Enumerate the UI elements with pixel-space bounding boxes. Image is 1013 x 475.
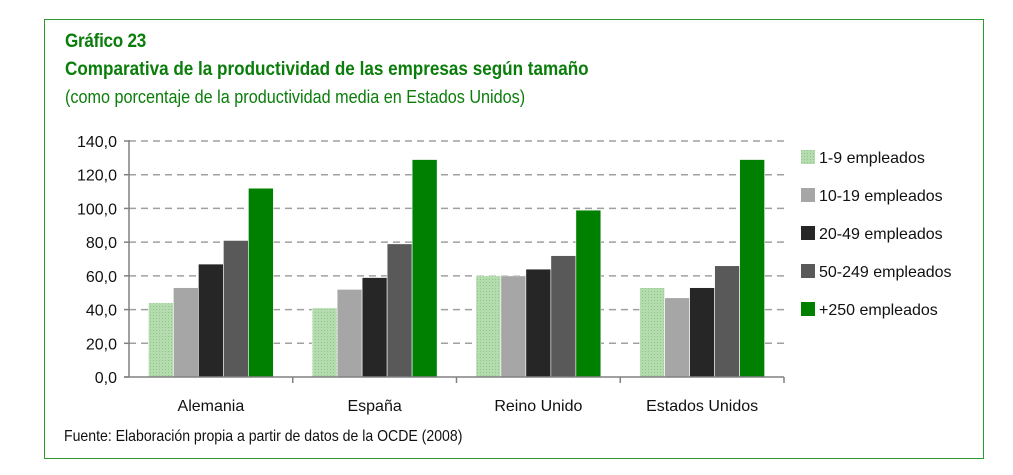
bar	[198, 263, 224, 378]
y-tick-label: 100,0	[77, 201, 117, 218]
y-tick-label: 80,0	[86, 235, 117, 252]
bar	[311, 307, 338, 378]
x-axis-categories: Alemania España Reino Unido Estados Unidos	[178, 398, 759, 415]
source-note: Fuente: Elaboración propia a partir de d…	[64, 428, 463, 445]
legend-label: 1-9 empleados	[819, 150, 925, 167]
y-tick-label: 40,0	[86, 303, 117, 320]
bar	[714, 265, 740, 378]
bar	[575, 209, 602, 378]
figure-frame	[44, 19, 984, 459]
legend: 1-9 empleados 10-19 empleados 20-49 emplea…	[801, 150, 952, 319]
bar	[550, 255, 577, 378]
legend-label: 10-19 empleados	[819, 188, 943, 205]
y-tick-label: 60,0	[86, 269, 117, 286]
figure-number: Gráfico 23	[65, 31, 146, 52]
bar	[173, 287, 199, 378]
bar	[664, 297, 690, 378]
bar	[336, 289, 363, 378]
legend-label: 20-49 empleados	[819, 226, 943, 243]
bar	[248, 187, 274, 378]
bar	[639, 287, 665, 378]
y-tick-label: 20,0	[86, 336, 117, 353]
x-category-label: Alemania	[178, 398, 245, 415]
chart-title: Comparativa de la productividad de las e…	[65, 59, 589, 80]
bar	[739, 159, 765, 378]
bar	[361, 277, 388, 378]
bars	[148, 159, 765, 378]
y-tick-label: 0,0	[95, 370, 117, 387]
bar	[386, 243, 413, 378]
legend-swatch	[801, 264, 815, 278]
y-tick-label: 140,0	[77, 134, 117, 151]
legend-swatch	[801, 302, 815, 316]
bar	[500, 275, 527, 378]
y-axis-ticks: 0,0 20,0 40,0 60,0 80,0 100,0 120,0 140,0	[77, 134, 129, 387]
legend-swatch	[801, 226, 815, 240]
legend-swatch	[801, 150, 815, 164]
axes	[124, 140, 785, 383]
legend-swatch	[801, 188, 815, 202]
x-category-label: Estados Unidos	[646, 398, 758, 415]
bar	[411, 159, 438, 378]
x-category-label: España	[347, 398, 401, 415]
chart-subtitle: (como porcentaje de la productividad med…	[65, 87, 526, 107]
legend-label: +250 empleados	[819, 302, 938, 319]
bar	[525, 268, 552, 378]
y-tick-label: 120,0	[77, 168, 117, 185]
bar	[475, 275, 502, 378]
bar	[223, 240, 249, 378]
bar	[689, 287, 715, 378]
bar	[148, 302, 174, 378]
legend-label: 50-249 empleados	[819, 264, 952, 281]
x-category-label: Reino Unido	[494, 398, 582, 415]
